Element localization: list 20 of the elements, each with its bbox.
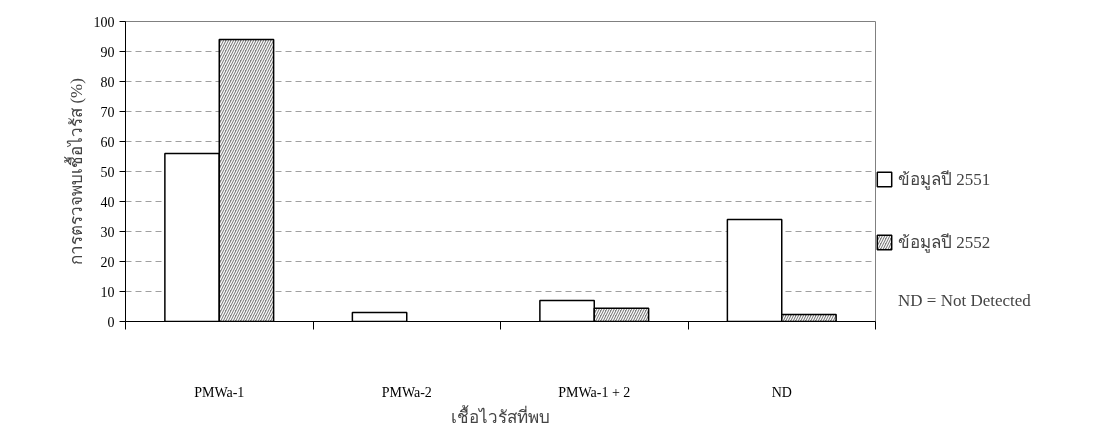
y-tick-label: 40 [100,194,115,210]
y-axis-title: การตรวจพบเชื้อไวรัส (%) [63,78,86,265]
y-tick-label: 50 [100,164,115,180]
y-tick-label: 90 [100,44,115,60]
y-tick-label: 60 [100,134,115,150]
x-tick-label: PMWa-2 [381,384,432,400]
y-tick-label: 10 [100,284,115,300]
x-tick-label: PMWa-1 + 2 [558,384,631,400]
legend-label: ข้อมูลปี 2552 [898,232,991,255]
x-tick-label: PMWa-1 [194,384,245,400]
y-tick-label: 0 [107,314,115,330]
legend-label: ข้อมูลปี 2551 [898,169,991,192]
y-tick-label: 80 [100,74,115,90]
text: ND = Not Detected [898,291,1031,311]
y-tick-label: 20 [100,254,115,270]
x-tick-label: ND [771,384,792,400]
y-tick-label: 100 [93,14,115,30]
x-axis-title: เชื้อไวรัสที่พบ [451,404,550,427]
y-tick-label: 70 [100,104,115,120]
y-tick-label: 30 [100,224,115,240]
